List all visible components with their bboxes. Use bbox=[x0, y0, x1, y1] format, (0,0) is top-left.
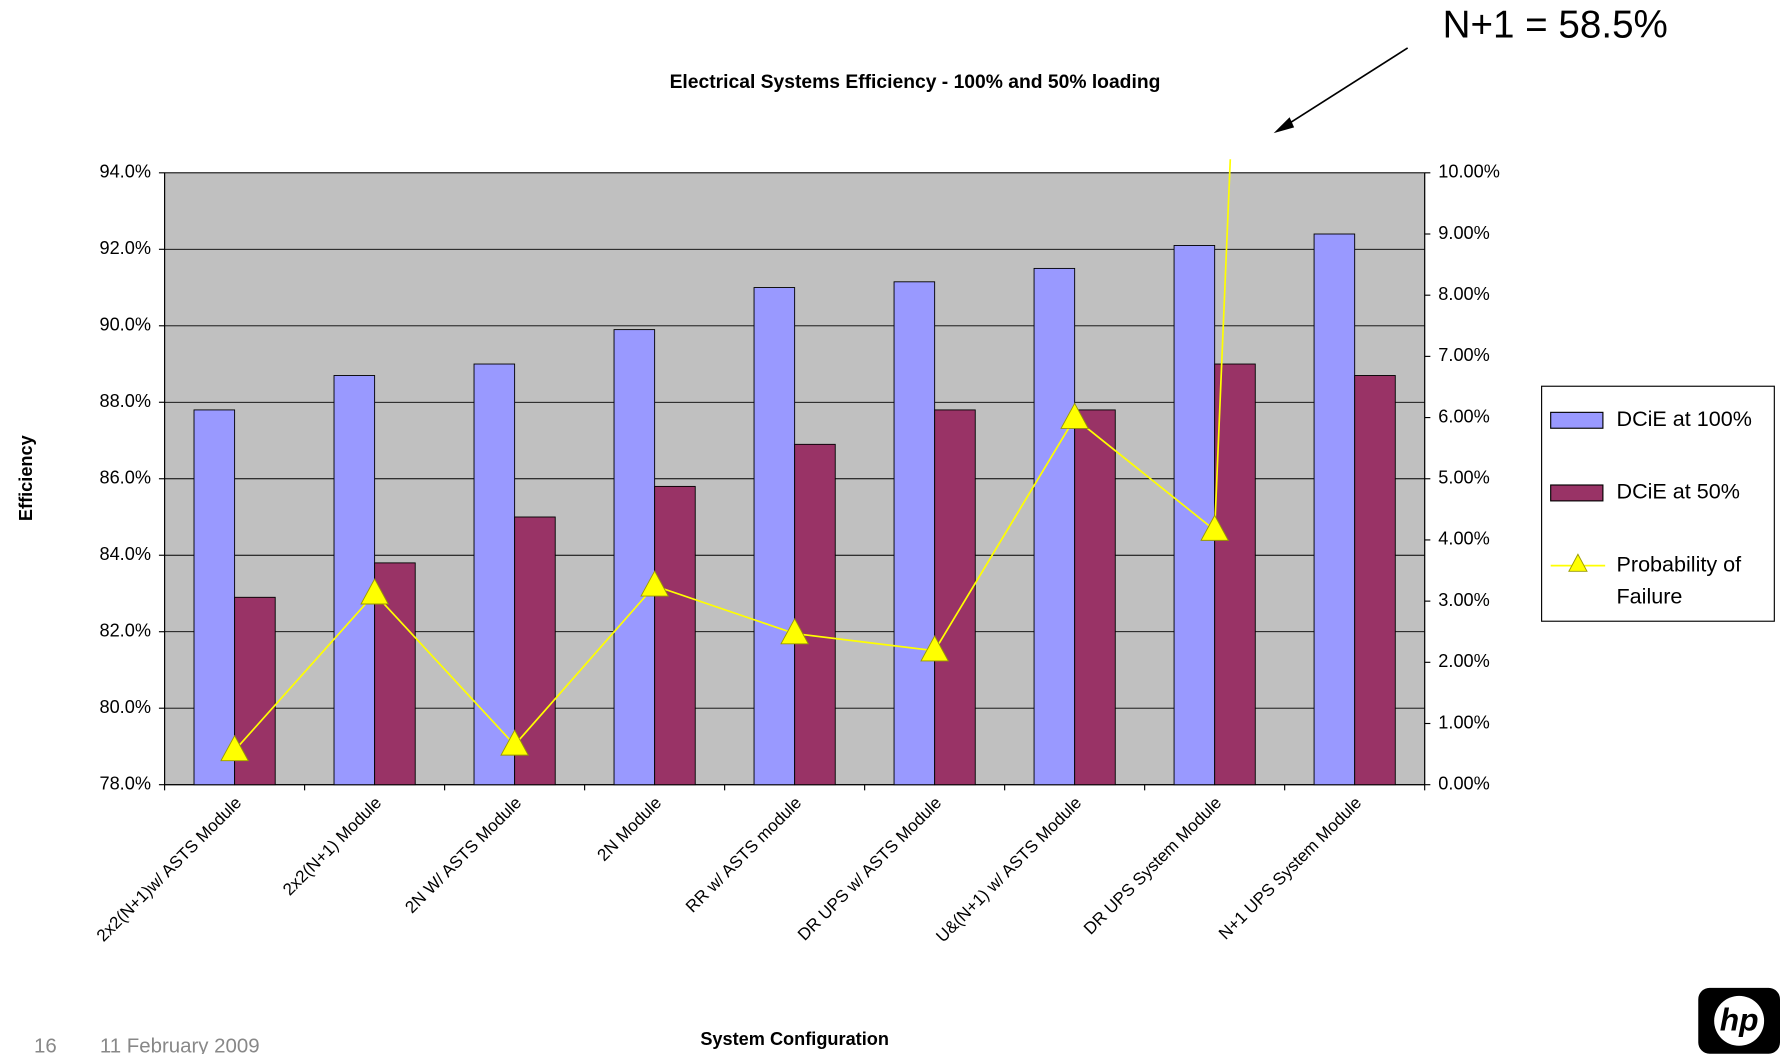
bar bbox=[1074, 409, 1116, 786]
legend-label: Probability of Failure bbox=[1617, 551, 1748, 608]
svg-text:hp: hp bbox=[1720, 1001, 1759, 1037]
legend-marker bbox=[1568, 553, 1588, 572]
bar bbox=[934, 409, 976, 786]
y2-tick-label: 9.00% bbox=[1438, 223, 1489, 243]
x-tick-label: 2x2(N+1) Module bbox=[279, 793, 385, 899]
y-tick-label: 94.0% bbox=[99, 162, 150, 182]
bar bbox=[473, 363, 516, 786]
line-marker bbox=[220, 734, 249, 762]
bar bbox=[1173, 245, 1216, 786]
x-tick-label: 2x2(N+1)w/ ASTS Module bbox=[93, 793, 245, 945]
x-axis-label: System Configuration bbox=[700, 1029, 889, 1049]
y-tick-label: 84.0% bbox=[99, 544, 150, 564]
y2-tick-label: 3.00% bbox=[1438, 590, 1489, 610]
y2-tick-label: 6.00% bbox=[1438, 406, 1489, 426]
x-tick-label: DR UPS w/ ASTS Module bbox=[794, 793, 945, 944]
y-tick-label: 86.0% bbox=[99, 468, 150, 488]
y-tick-label: 82.0% bbox=[99, 621, 150, 641]
hp-logo: hp bbox=[1698, 987, 1780, 1054]
y-tick-label: 88.0% bbox=[99, 391, 150, 411]
bar bbox=[1354, 375, 1396, 786]
bar bbox=[794, 443, 836, 786]
bar bbox=[753, 287, 796, 786]
y2-tick-label: 2.00% bbox=[1438, 651, 1489, 671]
x-tick-label: N+1 UPS System Module bbox=[1215, 793, 1365, 943]
arrow-head bbox=[1273, 117, 1295, 134]
bar bbox=[514, 516, 556, 786]
y2-tick-label: 4.00% bbox=[1438, 529, 1489, 549]
bar bbox=[193, 409, 236, 786]
legend-label: DCiE at 50% bbox=[1617, 479, 1740, 504]
legend-swatch bbox=[1550, 484, 1604, 502]
bar bbox=[333, 375, 376, 786]
line-marker bbox=[1060, 402, 1090, 429]
x-tick-label: 2N W/ ASTS Module bbox=[401, 793, 525, 917]
y2-tick-label: 8.00% bbox=[1438, 284, 1489, 304]
y-tick-label: 92.0% bbox=[99, 238, 150, 258]
bar bbox=[893, 281, 936, 786]
y2-tick-label: 5.00% bbox=[1438, 468, 1489, 488]
x-tick-label: DR UPS System Module bbox=[1080, 793, 1225, 938]
bar bbox=[654, 485, 696, 786]
bar bbox=[1214, 363, 1256, 786]
x-tick-label: 2N Module bbox=[594, 793, 666, 865]
y-axis-label: Efficiency bbox=[16, 435, 36, 521]
line-marker bbox=[500, 729, 530, 756]
x-tick-label: U&(N+1) w/ ASTS Module bbox=[932, 793, 1085, 946]
chart-title: Electrical Systems Efficiency - 100% and… bbox=[670, 72, 1161, 93]
page-number: 16 bbox=[34, 1035, 57, 1054]
y-tick-label: 78.0% bbox=[99, 773, 150, 793]
line-series bbox=[220, 159, 1232, 762]
line-marker bbox=[1200, 514, 1230, 541]
y2-tick-label: 1.00% bbox=[1438, 712, 1489, 732]
annotation: N+1 = 58.5% bbox=[1443, 4, 1668, 47]
bar bbox=[1033, 267, 1076, 786]
bar bbox=[1313, 233, 1356, 786]
y2-tick-label: 0.00% bbox=[1438, 773, 1489, 793]
line-marker bbox=[640, 570, 670, 597]
y-tick-label: 80.0% bbox=[99, 697, 150, 717]
line-marker bbox=[780, 617, 810, 645]
bar bbox=[613, 329, 656, 786]
line-marker bbox=[920, 634, 950, 662]
y2-tick-label: 10.00% bbox=[1438, 162, 1500, 182]
y-tick-label: 90.0% bbox=[99, 315, 150, 335]
annotation-arrow bbox=[1282, 47, 1409, 129]
legend-swatch bbox=[1550, 411, 1604, 429]
line-marker bbox=[360, 578, 390, 605]
x-tick-label: RR w/ ASTS module bbox=[682, 793, 805, 916]
y2-tick-label: 7.00% bbox=[1438, 345, 1489, 365]
legend-label: DCiE at 100% bbox=[1617, 406, 1752, 431]
footer-date: 11 February 2009 bbox=[100, 1035, 260, 1054]
